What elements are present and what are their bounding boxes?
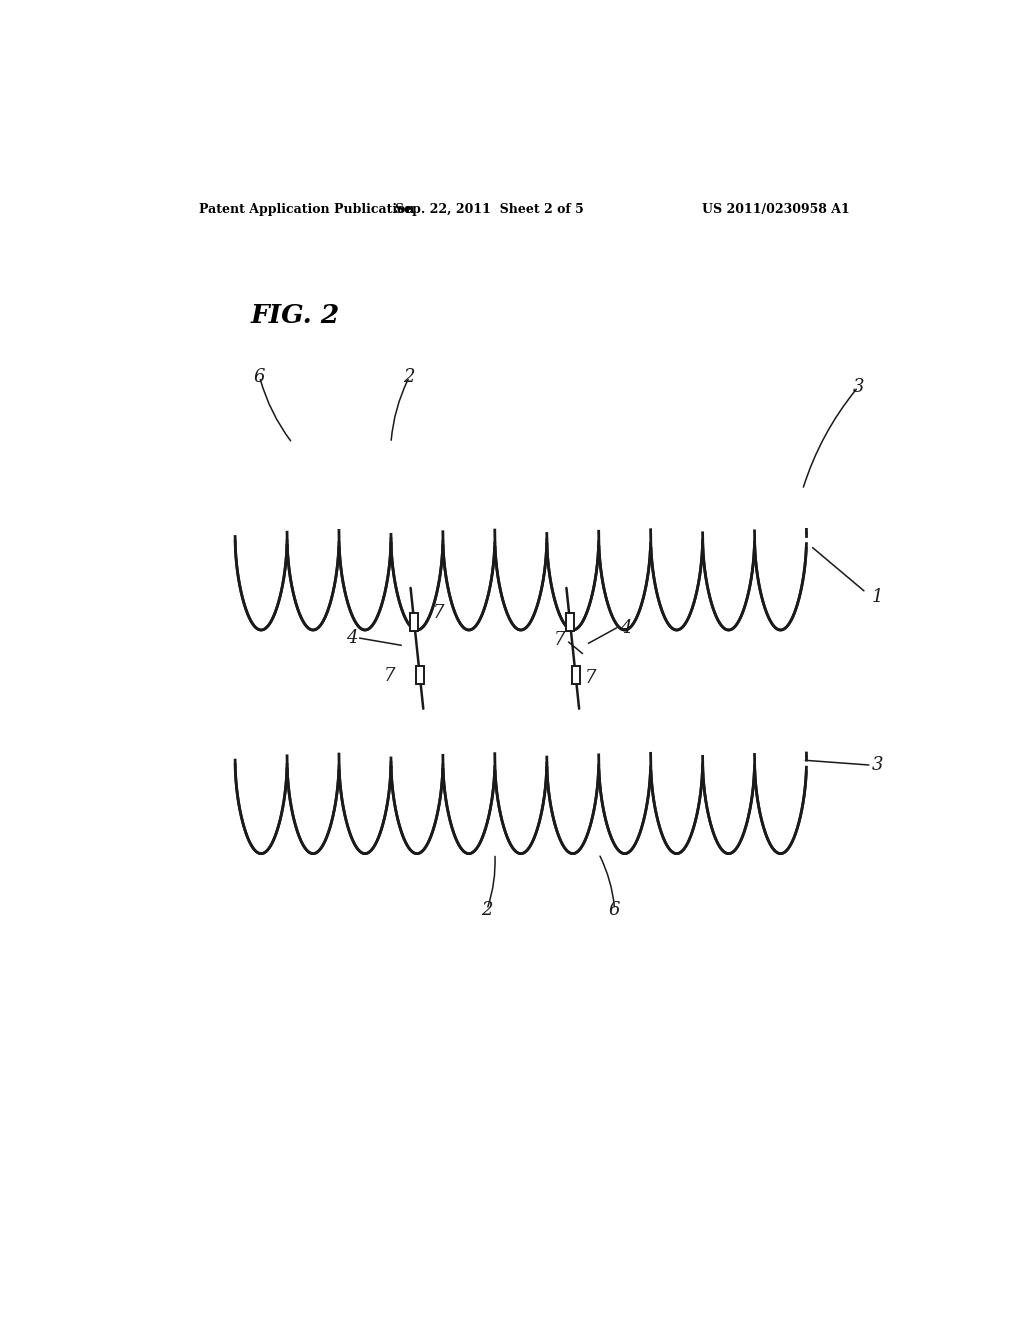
Text: US 2011/0230958 A1: US 2011/0230958 A1 xyxy=(702,203,850,215)
Text: 3: 3 xyxy=(871,756,883,775)
Text: Patent Application Publication: Patent Application Publication xyxy=(200,203,415,215)
FancyBboxPatch shape xyxy=(416,665,424,684)
Text: 7: 7 xyxy=(585,669,596,686)
Text: 6: 6 xyxy=(254,368,265,385)
Text: 1: 1 xyxy=(871,589,883,606)
FancyBboxPatch shape xyxy=(411,612,418,631)
Text: 3: 3 xyxy=(852,378,864,396)
Text: 2: 2 xyxy=(403,368,415,385)
FancyBboxPatch shape xyxy=(566,612,573,631)
Text: 6: 6 xyxy=(609,900,621,919)
Text: Sep. 22, 2011  Sheet 2 of 5: Sep. 22, 2011 Sheet 2 of 5 xyxy=(394,203,584,215)
Text: 2: 2 xyxy=(481,900,493,919)
Text: 4: 4 xyxy=(621,619,632,638)
Text: 7: 7 xyxy=(433,603,444,622)
FancyBboxPatch shape xyxy=(571,665,580,684)
Text: 4: 4 xyxy=(346,630,357,647)
Text: FIG. 2: FIG. 2 xyxy=(251,304,340,329)
Text: 7: 7 xyxy=(383,667,395,685)
Text: 7: 7 xyxy=(553,631,565,649)
